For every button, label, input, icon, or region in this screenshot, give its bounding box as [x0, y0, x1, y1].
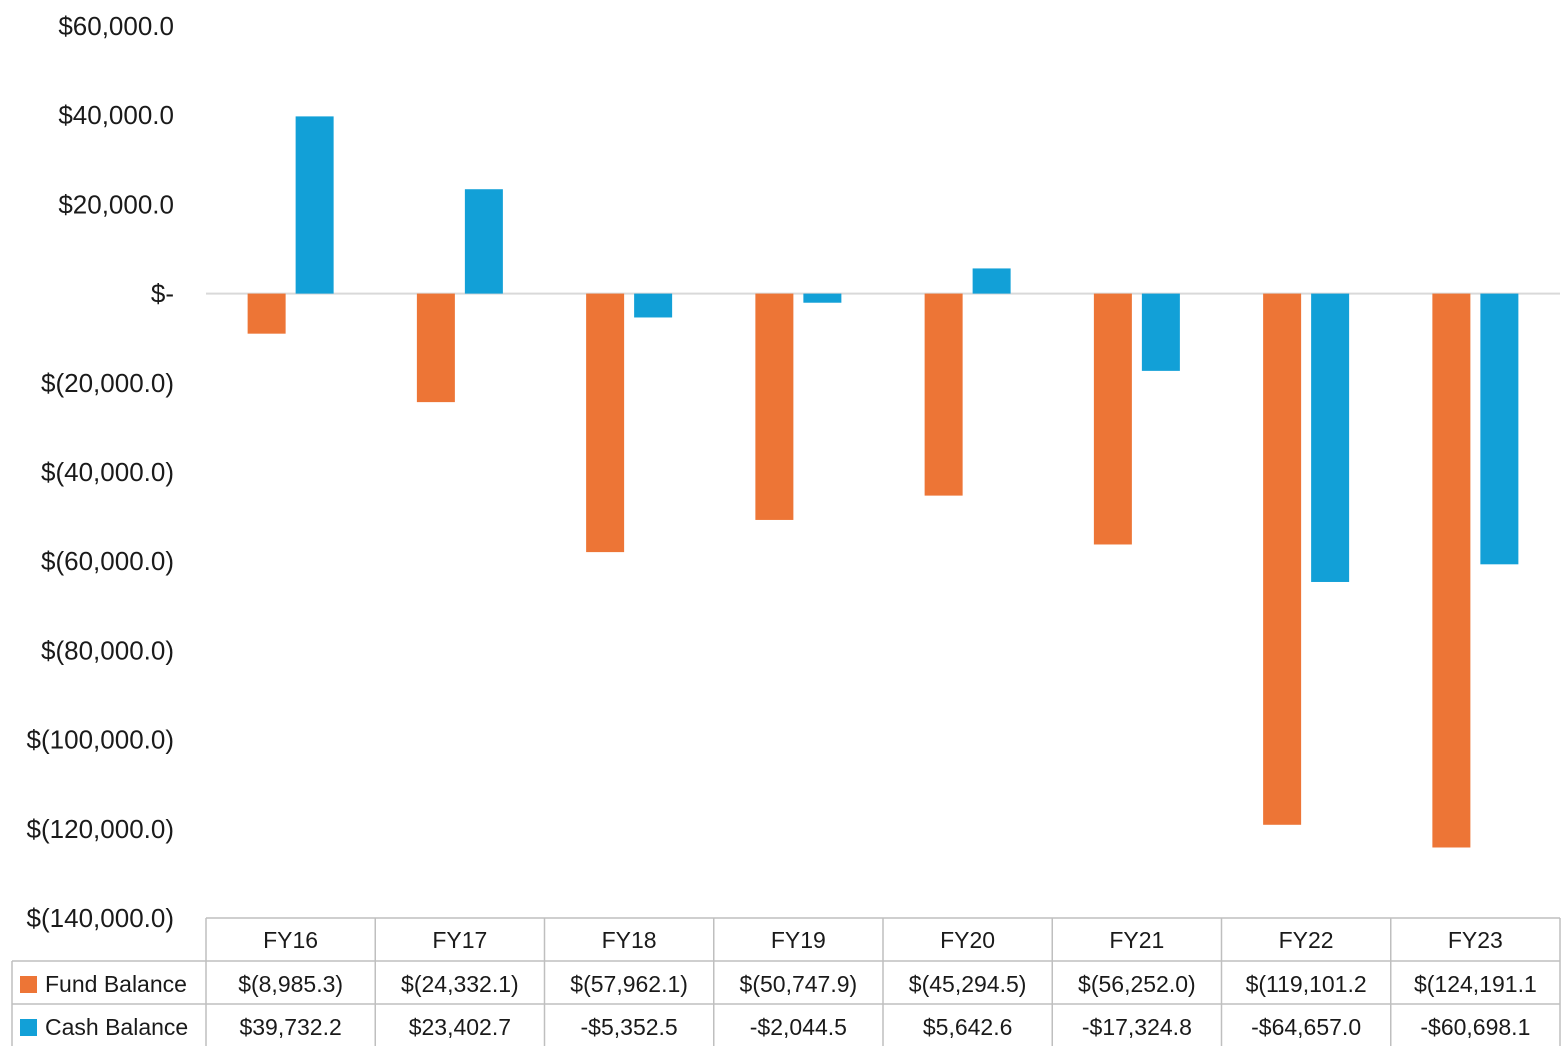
data-table-value: $(8,985.3) [238, 971, 343, 997]
bar-fund-balance-fy17 [416, 293, 455, 403]
x-tick-label: FY16 [263, 927, 318, 953]
x-tick-label: FY18 [602, 927, 657, 953]
data-table-value: $(56,252.0) [1078, 971, 1196, 997]
bar-cash-balance-fy19 [803, 293, 842, 303]
y-tick-label: $(60,000.0) [41, 546, 174, 576]
data-table: FY16 FY17 FY18 FY19 FY20 FY21 FY22 FY23 Fund Bal… [11, 917, 1561, 1046]
data-table-value: -$5,352.5 [581, 1014, 678, 1040]
x-tick-label: FY23 [1448, 927, 1503, 953]
bar-fund-balance-fy21 [1093, 293, 1132, 545]
x-tick-label: FY20 [940, 927, 995, 953]
x-tick-label: FY21 [1109, 927, 1164, 953]
bar-fund-balance-fy19 [755, 293, 794, 520]
bar-cash-balance-fy16 [295, 116, 334, 294]
legend-swatch [20, 976, 37, 993]
data-table-value: $(57,962.1) [570, 971, 688, 997]
data-table-value: -$64,657.0 [1251, 1014, 1361, 1040]
data-table-value: $23,402.7 [409, 1014, 511, 1040]
bar-fund-balance-fy18 [586, 293, 625, 553]
y-tick-label: $(120,000.0) [27, 814, 174, 844]
data-table-value: $39,732.2 [239, 1014, 341, 1040]
y-tick-label: $20,000.0 [58, 189, 174, 219]
data-table-value: $(50,747.9) [740, 971, 858, 997]
y-tick-label: $60,000.0 [58, 11, 174, 41]
bar-fund-balance-fy23 [1432, 293, 1471, 848]
legend-swatch [20, 1019, 37, 1036]
data-table-value: $(119,101.2 [1246, 971, 1367, 997]
bar-fund-balance-fy22 [1263, 293, 1302, 825]
data-table-value: $(124,191.1 [1414, 971, 1537, 997]
x-tick-label: FY22 [1279, 927, 1334, 953]
y-tick-label: $(100,000.0) [27, 725, 174, 755]
bar-cash-balance-fy18 [634, 293, 673, 318]
x-tick-label: FY19 [771, 927, 826, 953]
y-tick-label: $(20,000.0) [41, 368, 174, 398]
bar-fund-balance-fy20 [924, 293, 963, 496]
bars-group [247, 116, 1519, 848]
data-table-value: $5,642.6 [923, 1014, 1013, 1040]
y-tick-label: $(80,000.0) [41, 635, 174, 665]
legend-label: Fund Balance [45, 971, 187, 997]
data-table-value: -$2,044.5 [750, 1014, 847, 1040]
bar-cash-balance-fy22 [1311, 293, 1350, 582]
legend-label: Cash Balance [45, 1014, 188, 1040]
data-table-value: -$60,698.1 [1420, 1014, 1530, 1040]
x-tick-label: FY17 [432, 927, 487, 953]
bar-cash-balance-fy23 [1480, 293, 1519, 565]
y-tick-label: $(40,000.0) [41, 457, 174, 487]
data-table-value: $(45,294.5) [909, 971, 1027, 997]
bar-fund-balance-fy16 [247, 293, 286, 334]
y-tick-label: $40,000.0 [58, 100, 174, 130]
bar-cash-balance-fy21 [1141, 293, 1180, 371]
data-table-value: $(24,332.1) [401, 971, 519, 997]
bar-cash-balance-fy17 [464, 189, 503, 294]
y-axis-tick-labels: $60,000.0 $40,000.0 $20,000.0 $- $(20,000.0)… [27, 11, 174, 933]
y-tick-label: $- [151, 279, 174, 309]
data-table-value: -$17,324.8 [1082, 1014, 1192, 1040]
y-tick-label: $(140,000.0) [27, 903, 174, 933]
bar-cash-balance-fy20 [972, 268, 1011, 294]
